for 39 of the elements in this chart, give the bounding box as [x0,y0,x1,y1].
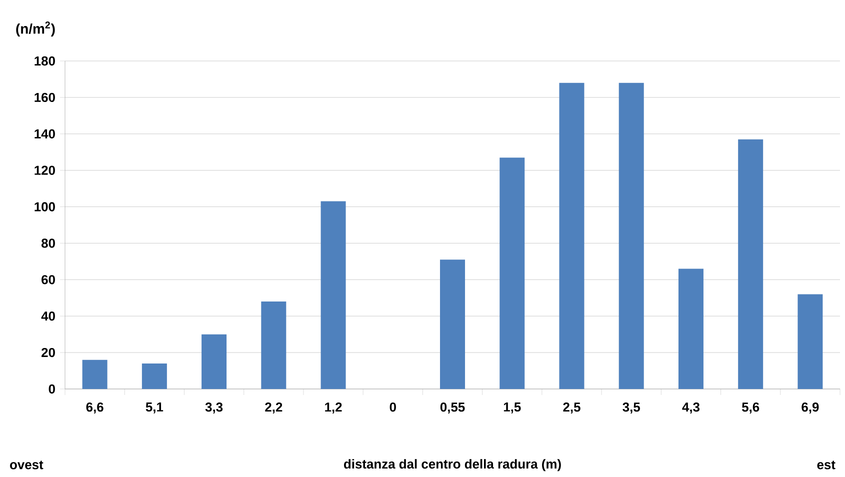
x-tick-label: 3,3 [205,402,223,414]
x-tick-label: 5,1 [146,402,164,414]
bar [500,158,525,389]
y-tick-label: 20 [42,348,55,358]
bar [440,260,466,389]
bar [678,268,704,389]
bar [320,201,346,389]
x-tick-label: 3,5 [622,402,640,414]
bar [559,82,584,389]
x-tick-label: 1,5 [504,402,521,414]
y-tick-label: 60 [42,275,55,284]
text: ovest [10,460,44,470]
y-tick-label: 100 [34,202,55,212]
x-tick-label: 0,55 [440,402,465,414]
bar [142,363,167,389]
x-tick-label: 2,2 [265,402,282,414]
text: est [817,460,836,470]
x-tick-label: 6,6 [86,402,104,414]
bar [738,139,764,389]
y-tick-label: 80 [41,238,55,248]
y-tick-label: 0 [48,384,55,394]
y-tick-label: 40 [41,312,55,321]
x-tick-label: 6,9 [802,402,819,414]
x-tick-label: 0 [390,402,396,412]
bar [202,334,227,389]
bar [261,302,286,389]
x-tick-label: 2,5 [563,402,580,414]
bar [798,294,823,389]
y-tick-label: 140 [34,129,55,138]
bar [82,360,108,389]
x-tick-label: 1,2 [325,402,342,414]
y-tick-label: 160 [34,92,55,102]
y-tick-label: 120 [34,166,55,175]
x-axis-title: distanza dal centro della radura (m) [344,459,561,472]
x-tick-label: 5,6 [742,402,760,414]
y-tick-label: 180 [34,56,55,66]
bar [618,82,644,389]
y-axis-title: (n/m$^{2}$) [16,22,55,36]
x-tick-label: 4,3 [682,402,700,414]
